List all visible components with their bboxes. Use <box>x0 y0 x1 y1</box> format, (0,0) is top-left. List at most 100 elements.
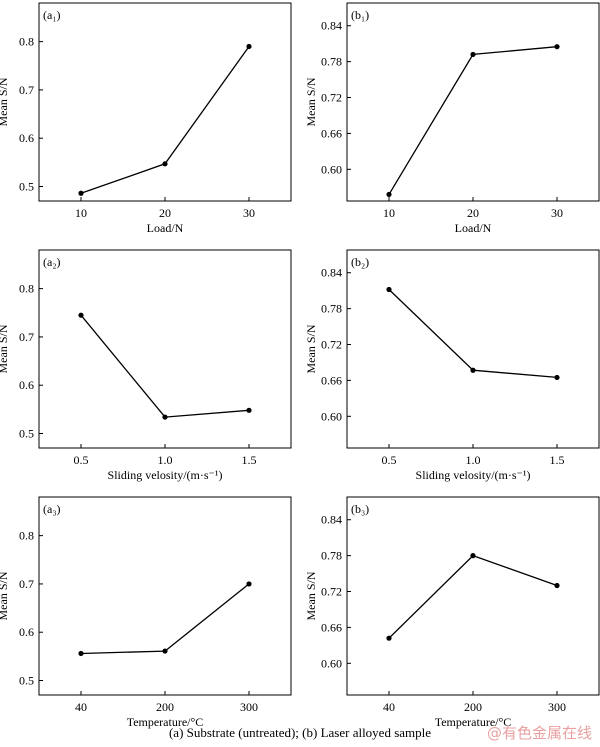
data-point <box>162 648 168 654</box>
x-tick-label: 0.5 <box>382 453 397 467</box>
x-tick-label: 300 <box>240 700 258 714</box>
y-axis-label: Mean S/N <box>304 571 318 620</box>
y-tick-label: 0.66 <box>321 620 342 634</box>
y-tick-label: 0.8 <box>19 282 34 296</box>
y-tick-label: 0.78 <box>321 549 342 563</box>
y-axis-label: Mean S/N <box>0 324 10 373</box>
series-line <box>388 46 558 195</box>
y-tick-label: 0.8 <box>19 529 34 543</box>
y-tick-label: 0.5 <box>19 674 34 688</box>
data-point <box>554 374 560 381</box>
chart-panel-4: 0.60 0.66 0.72 0.78 0.84 0.5 1.0 1.5 (b₂) Sliding… <box>304 249 600 482</box>
figure-caption: (a) Substrate (untreated); (b) Laser all… <box>168 725 432 740</box>
data-point <box>246 43 252 50</box>
x-tick-label: 0.5 <box>74 453 89 467</box>
plot-frame <box>346 496 600 696</box>
y-axis-label: Mean S/N <box>304 77 318 126</box>
data-point <box>78 650 84 657</box>
x-tick-label: 30 <box>243 206 255 220</box>
x-tick-label: 10 <box>75 206 87 220</box>
x-tick-label: 1.5 <box>242 453 257 467</box>
y-axis-label: Mean S/N <box>0 77 10 126</box>
x-axis-label: Sliding velosity/(m·s⁻¹) <box>416 468 531 482</box>
y-tick-label: 0.60 <box>321 409 342 423</box>
chart-panel-2: 0.60 0.66 0.72 0.78 0.84 10 20 30 (b₁) Load/N Mean… <box>304 2 600 235</box>
watermark: @有色金属在线 <box>486 724 592 742</box>
data-point <box>470 367 476 373</box>
data-point <box>78 190 84 196</box>
y-tick-label: 0.5 <box>19 427 34 441</box>
data-point <box>554 582 560 589</box>
chart-panel-5: 0.5 0.6 0.7 0.8 40 200 300 (a₃) Temperature/°C Me… <box>0 496 292 729</box>
chart-panel-6: 0.60 0.66 0.72 0.78 0.84 40 200 300 (b₃) Temperat… <box>304 496 600 729</box>
y-tick-label: 0.66 <box>321 373 342 387</box>
data-point <box>386 191 392 198</box>
y-tick-label: 0.60 <box>321 656 342 670</box>
y-tick-label: 0.8 <box>19 35 34 49</box>
y-tick-label: 0.84 <box>321 266 342 280</box>
data-point <box>78 312 84 318</box>
data-point <box>470 51 476 58</box>
series-line <box>388 289 558 379</box>
panel-label: (b₁) <box>351 8 369 22</box>
data-point <box>554 44 560 50</box>
plot-frame <box>38 496 292 696</box>
data-point <box>386 286 392 293</box>
data-point <box>470 553 476 559</box>
y-tick-label: 0.84 <box>321 19 342 33</box>
x-axis-label: Temperature/°C <box>435 715 512 729</box>
x-tick-label: 1.5 <box>550 453 565 467</box>
plot-frame <box>346 2 600 202</box>
data-point <box>162 161 168 167</box>
x-tick-label: 20 <box>159 206 171 220</box>
x-tick-label: 20 <box>467 206 479 220</box>
x-tick-label: 40 <box>383 700 395 714</box>
plot-frame <box>38 2 292 202</box>
panel-label: (a₂) <box>43 255 61 269</box>
panel-label: (b₃) <box>351 502 369 516</box>
x-tick-label: 1.0 <box>466 453 481 467</box>
x-axis-label: Temperature/°C <box>127 715 204 729</box>
x-axis-label: Load/N <box>147 221 184 235</box>
y-tick-label: 0.72 <box>321 91 342 105</box>
y-axis-label: Mean S/N <box>304 324 318 373</box>
x-tick-label: 40 <box>75 700 87 714</box>
chart-panel-3: 0.5 0.6 0.7 0.8 0.5 1.0 1.5 (a₂) Sliding velosit… <box>0 249 292 482</box>
y-tick-label: 0.72 <box>321 585 342 599</box>
data-point <box>246 407 252 413</box>
y-tick-label: 0.78 <box>321 302 342 316</box>
y-tick-label: 0.60 <box>321 162 342 176</box>
series-line <box>80 583 250 655</box>
y-axis-label: Mean S/N <box>0 571 10 620</box>
y-tick-label: 0.72 <box>321 338 342 352</box>
x-tick-label: 1.0 <box>158 453 173 467</box>
chart-panel-1: 0.5 0.6 0.7 0.8 10 20 30 (a₁) Load/N Mean S/N <box>0 2 292 235</box>
y-tick-label: 0.7 <box>19 330 34 344</box>
panel-label: (b₂) <box>351 255 369 269</box>
data-point <box>246 581 252 587</box>
x-axis-label: Load/N <box>455 221 492 235</box>
y-tick-label: 0.5 <box>19 180 34 194</box>
series-line <box>80 46 250 194</box>
series-line <box>80 314 250 418</box>
y-tick-label: 0.66 <box>321 126 342 140</box>
y-tick-label: 0.6 <box>19 378 34 392</box>
series-line <box>388 554 558 639</box>
panel-label: (a₁) <box>43 8 61 22</box>
y-tick-label: 0.7 <box>19 83 34 97</box>
x-tick-label: 200 <box>156 700 174 714</box>
x-tick-label: 10 <box>383 206 395 220</box>
y-tick-label: 0.7 <box>19 577 34 591</box>
x-tick-label: 30 <box>551 206 563 220</box>
y-tick-label: 0.78 <box>321 55 342 69</box>
x-axis-label: Sliding velosity/(m·s⁻¹) <box>108 468 223 482</box>
x-tick-label: 300 <box>548 700 566 714</box>
y-tick-label: 0.84 <box>321 513 342 527</box>
plot-frame <box>346 249 600 449</box>
data-point <box>162 414 168 420</box>
panel-label: (a₃) <box>43 502 61 516</box>
x-tick-label: 200 <box>464 700 482 714</box>
data-point <box>386 635 392 641</box>
y-tick-label: 0.6 <box>19 131 34 145</box>
